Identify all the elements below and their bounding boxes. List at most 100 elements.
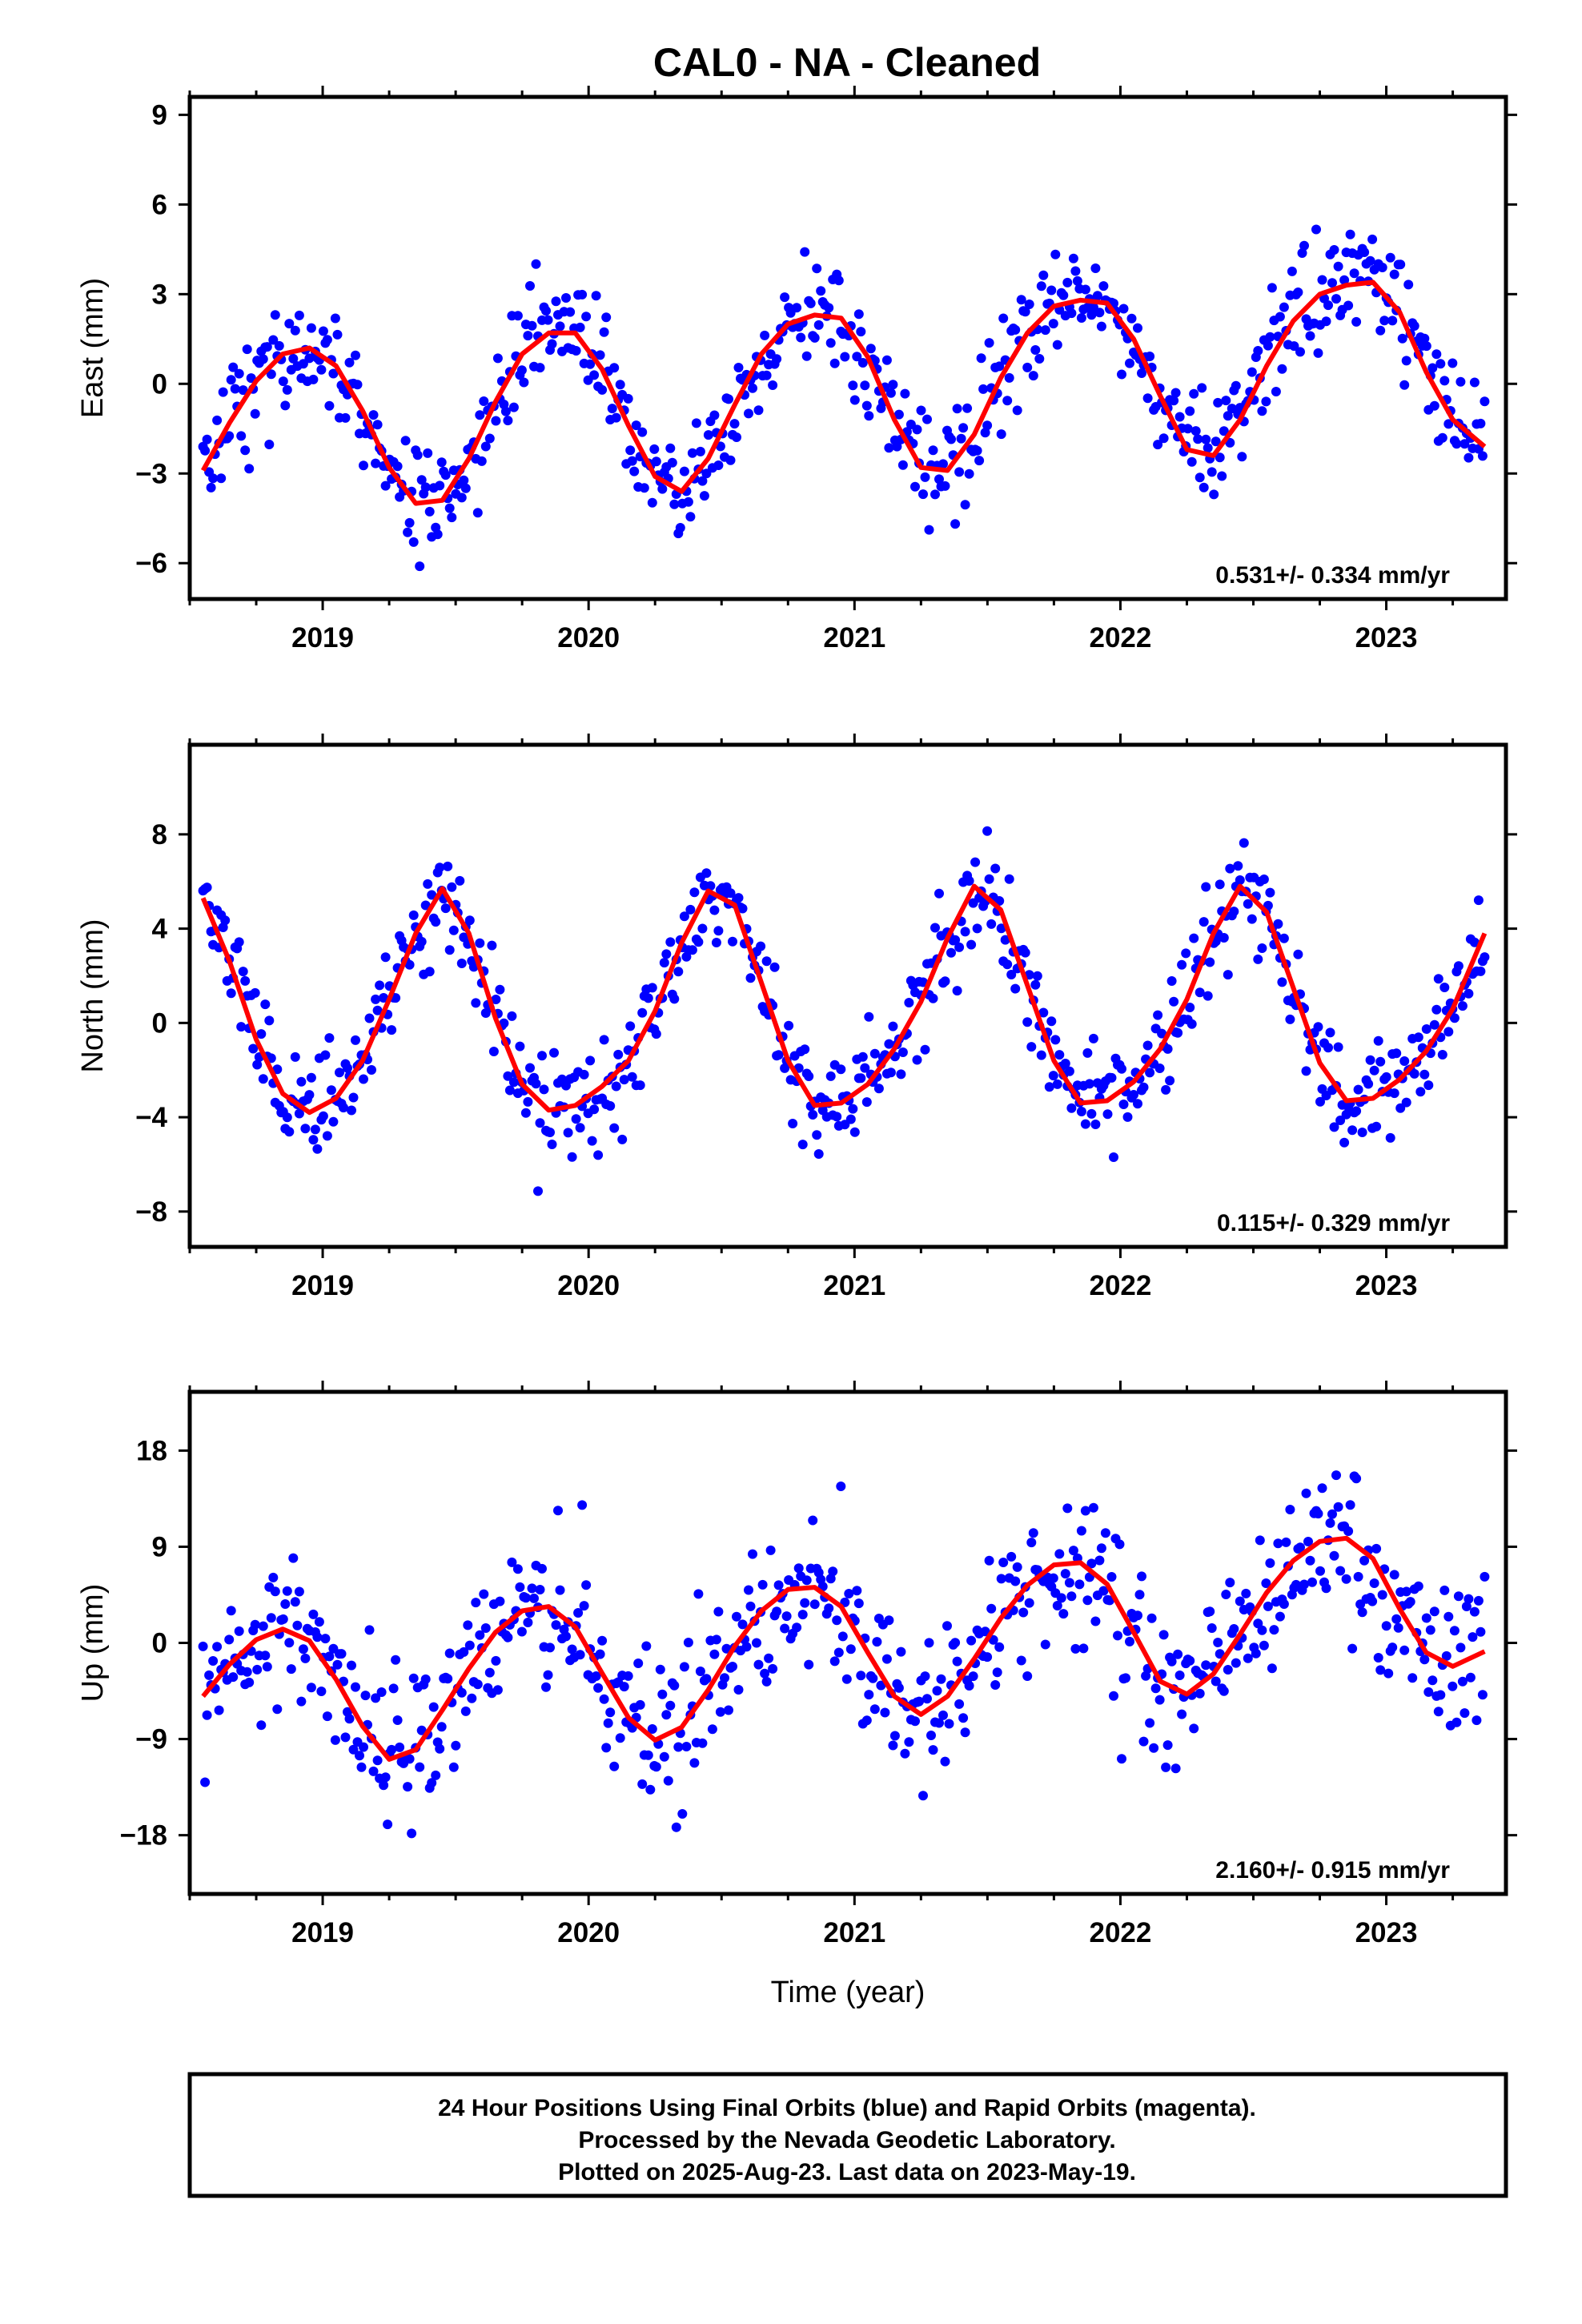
y-tick-label: −18 <box>120 1820 167 1852</box>
observation-point <box>914 1696 924 1707</box>
observation-point <box>888 380 898 390</box>
observation-point <box>1347 1643 1358 1654</box>
observation-point <box>837 1631 848 1642</box>
observation-point <box>853 309 864 320</box>
observation-point <box>1395 1103 1406 1113</box>
observation-point <box>1141 1671 1151 1681</box>
observation-point <box>1327 278 1337 288</box>
observation-point <box>525 1063 535 1073</box>
observation-point <box>1367 234 1378 244</box>
observation-point <box>725 455 736 465</box>
observation-point <box>224 431 235 441</box>
observation-point <box>1207 1623 1217 1633</box>
observation-point <box>545 1642 555 1653</box>
observation-point <box>404 1754 415 1764</box>
observation-point <box>388 1683 399 1694</box>
observation-point <box>391 1655 401 1665</box>
observation-point <box>1389 1088 1399 1099</box>
observation-point <box>836 1064 846 1075</box>
observation-point <box>693 937 704 947</box>
observation-point <box>655 1664 665 1675</box>
observation-point <box>1301 1066 1311 1076</box>
observation-point <box>1437 1050 1447 1059</box>
observation-point <box>687 945 697 955</box>
observation-point <box>813 1149 824 1159</box>
observation-point <box>1070 266 1081 276</box>
observation-point <box>1447 1681 1458 1691</box>
observation-point <box>1473 895 1484 906</box>
observation-point <box>282 1586 292 1596</box>
y-tick-label: 0 <box>152 1007 167 1039</box>
observation-point <box>1421 1024 1431 1034</box>
observation-point <box>352 380 363 390</box>
observation-point <box>1004 372 1014 383</box>
observation-point <box>1395 259 1406 270</box>
observation-point <box>228 1672 239 1683</box>
observation-point <box>383 1819 393 1830</box>
observation-point <box>861 400 872 411</box>
observation-point <box>1381 1621 1391 1631</box>
observation-point <box>1329 245 1339 255</box>
observation-point <box>609 363 620 373</box>
observation-point <box>952 1656 962 1667</box>
observation-point <box>1177 1709 1187 1719</box>
y-tick-label: 4 <box>152 914 168 945</box>
observation-point <box>1460 1708 1470 1719</box>
observation-point <box>954 1699 965 1709</box>
observation-point <box>1022 1671 1033 1681</box>
observation-point <box>322 335 332 345</box>
observation-point <box>1311 224 1321 235</box>
observation-point <box>1305 331 1315 341</box>
observation-point <box>1333 1502 1343 1512</box>
observation-point <box>645 1784 656 1795</box>
observation-point <box>1275 1611 1285 1622</box>
observation-point <box>1058 290 1069 300</box>
observation-point <box>1335 1116 1346 1125</box>
observation-point <box>1094 1555 1105 1566</box>
observation-point <box>825 1574 836 1584</box>
observation-point <box>364 1625 375 1635</box>
observation-point <box>286 1664 296 1675</box>
observation-point <box>1138 1736 1149 1747</box>
footer-line-processing: Processed by the Nevada Geodetic Laborat… <box>578 2127 1115 2153</box>
observation-point <box>226 1606 236 1616</box>
observation-point <box>809 1599 820 1610</box>
footer-box: 24 Hour Positions Using Final Orbits (bl… <box>187 2072 1508 2198</box>
observation-point <box>992 1667 1002 1678</box>
observation-point <box>1010 324 1021 335</box>
observation-point <box>1381 1072 1391 1082</box>
observation-point <box>601 312 612 323</box>
observation-point <box>994 361 1005 372</box>
observation-point <box>1247 367 1257 377</box>
observation-point <box>561 293 571 303</box>
observation-point <box>1064 1066 1074 1076</box>
observation-point <box>1203 991 1213 1001</box>
observation-point <box>872 1637 882 1647</box>
observation-point <box>1096 1543 1106 1554</box>
observation-point <box>1016 1655 1026 1666</box>
observation-point <box>264 1015 275 1026</box>
observation-point <box>535 363 545 373</box>
observation-point <box>737 903 748 914</box>
observation-point <box>720 1673 729 1683</box>
observation-point <box>1150 1683 1161 1694</box>
observation-point <box>1054 1549 1065 1559</box>
observation-point <box>912 424 922 435</box>
observation-point <box>234 1626 244 1636</box>
observation-point <box>876 1680 886 1691</box>
observation-point <box>581 1580 592 1590</box>
observation-point <box>202 883 212 893</box>
observation-point <box>984 1555 994 1566</box>
observation-point <box>252 1059 263 1070</box>
observation-point <box>828 1566 838 1577</box>
observation-point <box>250 1619 260 1630</box>
observation-point <box>242 344 252 355</box>
north-x-axis: 2019 2020 2021 2022 2023 <box>188 734 1455 1301</box>
observation-point <box>1213 1638 1223 1647</box>
observation-point <box>387 1025 397 1035</box>
observation-point <box>861 1715 872 1726</box>
observation-point <box>801 1575 812 1586</box>
observation-point <box>780 1063 790 1073</box>
